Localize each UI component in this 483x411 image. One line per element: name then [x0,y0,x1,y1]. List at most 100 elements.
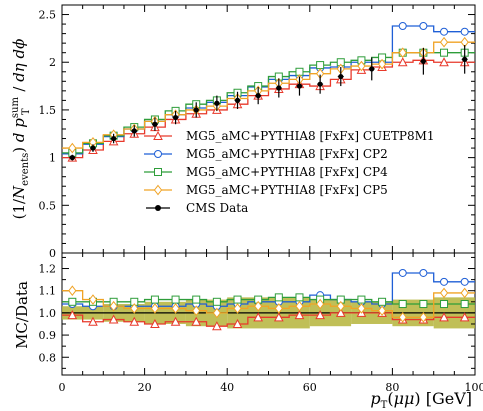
ratio-point-cp4 [233,295,242,304]
ratio-point-cp5 [398,312,407,323]
ratio-point-cp5 [130,303,139,314]
ratio-point-cuetp8m1 [212,321,222,331]
ratio-point-cuetp8m1 [294,310,305,320]
legend-marker-cp2 [154,150,162,158]
main-y-tick-label: 2 [49,56,56,69]
data-point [369,66,375,72]
data-point [276,85,282,91]
main-point-cuetp8m1 [439,57,449,67]
ratio-point-cuetp8m1 [335,307,346,317]
ratio-point-cp4 [440,300,449,309]
ratio-point-cp2 [460,277,469,286]
main-y-tick-label: 2.5 [39,9,57,22]
ratio-point-cuetp8m1 [88,316,98,326]
ratio-point-cp4 [357,295,366,304]
legend-label-cp2: MG5_aMC+PYTHIA8 [FxFx] CP2 [186,147,388,161]
data-point [255,93,261,99]
ratio-point-cp5 [88,294,98,305]
ratio-point-cuetp8m1 [315,310,325,320]
ratio-point-cuetp8m1 [129,316,140,326]
main-point-cp5 [357,60,366,72]
ratio-point-cp5 [212,307,222,319]
ratio-point-cp4 [212,297,221,306]
legend-label-cp5: MG5_aMC+PYTHIA8 [FxFx] CP5 [186,183,388,197]
data-point [193,107,199,113]
data-point [317,81,323,87]
main-point-cp2 [419,21,428,30]
ratio-point-cp4 [398,300,407,309]
main-point-cp4 [440,48,449,57]
data-point [338,73,344,80]
ratio-point-cp5 [150,303,160,314]
main-point-cp2 [398,21,407,30]
main-y-tick-label: 0.5 [39,199,57,212]
legend-label-cuetp8m1: MG5_aMC+PYTHIA8 [FxFx] CUETP8M1 [186,129,435,143]
legend-label-cp4: MG5_aMC+PYTHIA8 [FxFx] CP4 [186,165,388,179]
ratio-point-cuetp8m1 [253,312,264,322]
ratio-point-cp4 [150,295,159,304]
x-tick-label: 20 [138,381,152,394]
legend-marker-cuetp8m1 [153,130,163,140]
ratio-point-cuetp8m1 [67,310,78,320]
data-point [214,100,220,106]
main-point-cp2 [440,27,449,36]
ratio-point-cp4 [192,295,201,304]
ratio-point-cp5 [109,300,118,312]
main-y-tick-label: 1 [49,152,56,165]
ratio-point-cp4 [274,293,283,302]
data-point [462,56,468,62]
main-y-tick-label: 1.5 [39,104,57,117]
main-panel: 0 0.5 1 1.5 2 2.5 MG5_aMC+PYTHIA8 [FxFx] CUETP… [39,5,476,260]
ratio-series-line-cp4 [62,296,475,305]
ratio-point-cp2 [419,268,428,277]
x-tick-label: 80 [385,381,399,394]
main-series-line-cuetp8m1 [62,59,475,159]
ratio-point-cp5 [377,305,387,316]
main-point-cuetp8m1 [397,57,408,67]
data-point [296,83,303,89]
ratio-series-line-cp5 [62,290,475,318]
ratio-point-cp4 [295,293,304,302]
main-point-cp2 [460,27,469,36]
ratio-y-tick-label: 1.0 [39,307,57,320]
ratio-point-cp5 [439,287,449,299]
ratio-point-cp5 [192,305,201,316]
main-point-cp5 [439,36,449,48]
x-tick-label: 0 [59,381,66,394]
main-point-cp5 [68,142,77,154]
ratio-point-cp5 [171,303,180,314]
ratio-point-cp5 [295,300,304,312]
data-point [152,121,158,127]
x-tick-label: 40 [220,381,234,394]
data-point [420,58,426,64]
ratio-point-cp5 [357,303,366,314]
ratio-panel: 0.8 0.9 1.0 1.1 1.2 0 20 40 60 80 100 [39,253,483,394]
ratio-point-cuetp8m1 [273,312,284,322]
main-series-line-cp4 [62,52,475,154]
ratio-y-tick-label: 1.1 [39,285,57,298]
data-point [131,128,137,134]
main-y-tick-label: 0 [49,247,56,260]
ratio-point-cp4 [460,300,469,309]
ratio-point-cp4 [419,300,428,309]
main-point-cp4 [316,61,325,70]
legend-marker-cms-data [155,205,161,211]
ratio-point-cp5 [460,287,469,299]
data-point [111,135,117,142]
x-axis-title: pT(μμ) [GeV] [370,389,472,411]
legend-label-cms-data: CMS Data [186,201,248,215]
ratio-point-cp4 [171,295,180,304]
ratio-point-cp5 [254,300,263,312]
ratio-y-tick-label: 0.9 [39,329,57,342]
x-tick-label: 100 [465,381,483,394]
ratio-point-cuetp8m1 [150,318,160,328]
legend-marker-cp4 [154,168,162,176]
data-point [234,97,241,103]
main-y-axis-title: (1/Nevents) d psumT / dη dϕ [10,39,32,220]
main-point-cp5 [398,47,407,59]
ratio-point-cuetp8m1 [108,314,119,324]
ratio-point-cuetp8m1 [459,312,470,322]
data-point [172,114,179,121]
data-point [90,145,96,151]
